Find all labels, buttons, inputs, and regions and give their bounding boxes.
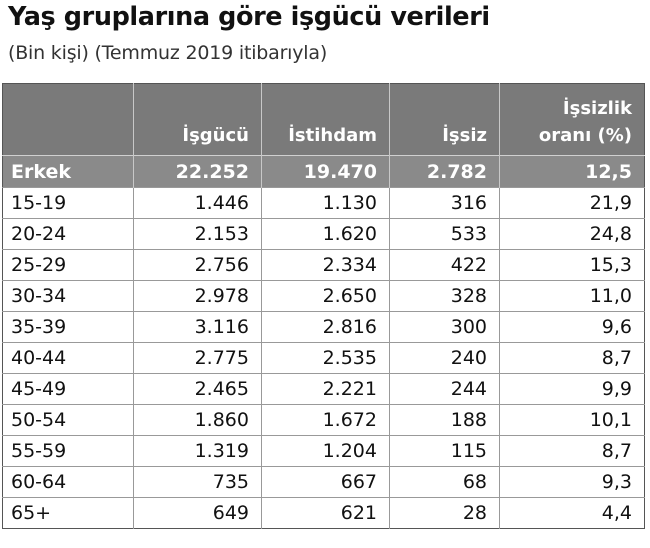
age-group-cell: 35-39 [2,311,134,343]
age-group-cell: 60-64 [2,466,134,498]
labor-force-cell: 2.756 [133,249,262,281]
unemployment-rate-cell: 24,8 [499,218,645,250]
header-labor-force: İşgücü [133,83,262,156]
table-row: 15-19 1.446 1.130 316 21,9 [2,187,645,219]
unemployed-cell: 188 [389,404,500,436]
table-row: 50-54 1.860 1.672 188 10,1 [2,404,645,436]
unemployment-rate-cell: 9,3 [499,466,645,498]
table-row: 40-44 2.775 2.535 240 8,7 [2,342,645,374]
page-subtitle: (Bin kişi) (Temmuz 2019 itibarıyla) [8,42,328,64]
labor-force-cell: 1.319 [133,435,262,467]
header-rate-line1: İşsizlik [562,98,632,119]
employment-cell: 2.221 [261,373,390,405]
labor-force-cell: 2.978 [133,280,262,312]
age-group-cell: 65+ [2,497,134,529]
unemployment-rate-cell: 8,7 [499,435,645,467]
table-row: 30-34 2.978 2.650 328 11,0 [2,280,645,312]
employment-cell: 1.620 [261,218,390,250]
table-row: 55-59 1.319 1.204 115 8,7 [2,435,645,467]
summary-labor-force: 22.252 [133,155,262,188]
employment-cell: 2.816 [261,311,390,343]
labor-force-cell: 1.860 [133,404,262,436]
labor-force-table: İşgücü İstihdam İşsiz İşsizlik oranı (%) … [2,83,645,529]
unemployment-rate-cell: 8,7 [499,342,645,374]
table-row: 35-39 3.116 2.816 300 9,6 [2,311,645,343]
unemployed-cell: 300 [389,311,500,343]
page-title: Yaş gruplarına göre işgücü verileri [8,2,490,32]
unemployed-cell: 244 [389,373,500,405]
summary-row: Erkek 22.252 19.470 2.782 12,5 [2,155,645,188]
labor-force-cell: 735 [133,466,262,498]
age-group-cell: 30-34 [2,280,134,312]
unemployed-cell: 422 [389,249,500,281]
labor-force-cell: 2.775 [133,342,262,374]
unemployment-rate-cell: 9,9 [499,373,645,405]
table-row: 60-64 735 667 68 9,3 [2,466,645,498]
employment-cell: 2.650 [261,280,390,312]
age-group-cell: 40-44 [2,342,134,374]
table-row: 65+ 649 621 28 4,4 [2,497,645,529]
unemployment-rate-cell: 11,0 [499,280,645,312]
unemployed-cell: 240 [389,342,500,374]
unemployed-cell: 316 [389,187,500,219]
header-age-group [2,83,134,156]
unemployed-cell: 328 [389,280,500,312]
employment-cell: 1.672 [261,404,390,436]
age-group-cell: 50-54 [2,404,134,436]
employment-cell: 2.334 [261,249,390,281]
table-row: 20-24 2.153 1.620 533 24,8 [2,218,645,250]
age-group-cell: 15-19 [2,187,134,219]
summary-unemployed: 2.782 [389,155,500,188]
employment-cell: 621 [261,497,390,529]
labor-force-cell: 1.446 [133,187,262,219]
unemployment-rate-cell: 10,1 [499,404,645,436]
labor-force-cell: 3.116 [133,311,262,343]
summary-unemployment-rate: 12,5 [499,155,645,188]
unemployed-cell: 68 [389,466,500,498]
summary-employment: 19.470 [261,155,390,188]
labor-force-cell: 2.465 [133,373,262,405]
age-group-cell: 45-49 [2,373,134,405]
summary-label: Erkek [2,155,134,188]
unemployed-cell: 28 [389,497,500,529]
unemployment-rate-cell: 9,6 [499,311,645,343]
age-group-cell: 55-59 [2,435,134,467]
age-group-cell: 25-29 [2,249,134,281]
header-employment: İstihdam [261,83,390,156]
unemployed-cell: 115 [389,435,500,467]
employment-cell: 1.204 [261,435,390,467]
labor-force-cell: 649 [133,497,262,529]
employment-cell: 1.130 [261,187,390,219]
employment-cell: 2.535 [261,342,390,374]
unemployment-rate-cell: 4,4 [499,497,645,529]
unemployment-rate-cell: 21,9 [499,187,645,219]
age-group-cell: 20-24 [2,218,134,250]
header-unemployed: İşsiz [389,83,500,156]
employment-cell: 667 [261,466,390,498]
unemployment-rate-cell: 15,3 [499,249,645,281]
unemployed-cell: 533 [389,218,500,250]
header-rate-line2: oranı (%) [538,125,632,146]
table-row: 45-49 2.465 2.221 244 9,9 [2,373,645,405]
header-unemployment-rate: İşsizlik oranı (%) [499,83,645,156]
table-row: 25-29 2.756 2.334 422 15,3 [2,249,645,281]
labor-force-cell: 2.153 [133,218,262,250]
table-header-row: İşgücü İstihdam İşsiz İşsizlik oranı (%) [2,83,645,156]
